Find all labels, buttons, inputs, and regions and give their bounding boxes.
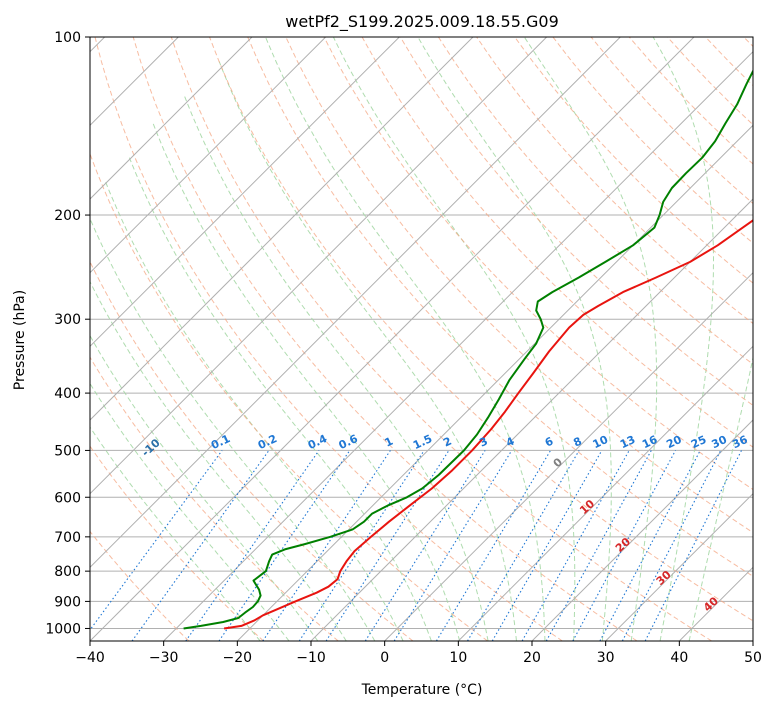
y-tick-label: 900 — [54, 594, 81, 610]
x-axis-label: Temperature (°C) — [361, 682, 483, 698]
chart-title: wetPf2_S199.2025.009.18.55.G09 — [285, 12, 559, 32]
y-tick-label: 400 — [54, 386, 81, 402]
x-tick-label: −30 — [149, 650, 179, 666]
x-tick-label: −20 — [223, 650, 253, 666]
y-tick-label: 600 — [54, 490, 81, 506]
x-tick-label: −10 — [296, 650, 326, 666]
x-tick-label: 10 — [449, 650, 467, 666]
y-axis-label: Pressure (hPa) — [12, 290, 28, 390]
y-tick-label: 700 — [54, 530, 81, 546]
x-tick-label: 20 — [523, 650, 541, 666]
x-tick-label: 30 — [597, 650, 615, 666]
x-tick-label: 0 — [380, 650, 389, 666]
y-tick-label: 500 — [54, 443, 81, 459]
x-tick-label: −40 — [75, 650, 105, 666]
x-tick-label: 50 — [744, 650, 762, 666]
y-tick-label: 300 — [54, 312, 81, 328]
y-tick-label: 1000 — [45, 621, 81, 637]
y-tick-label: 200 — [54, 208, 81, 224]
x-tick-label: 40 — [670, 650, 688, 666]
y-tick-label: 800 — [54, 564, 81, 580]
y-tick-label: 100 — [54, 30, 81, 46]
